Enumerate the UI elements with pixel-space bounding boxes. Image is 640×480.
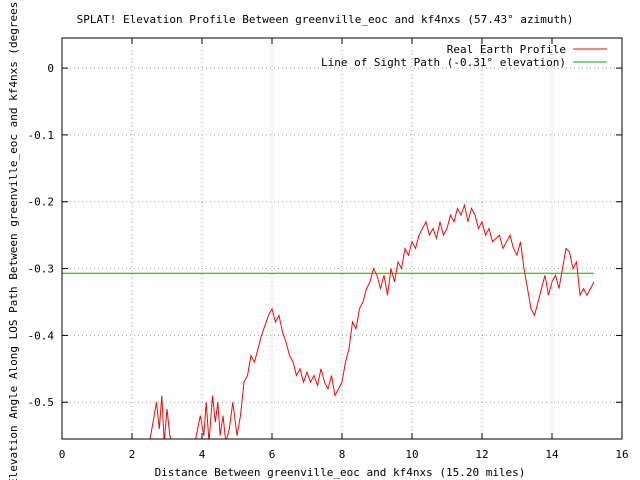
y-tick-label: -0.3 <box>28 263 55 276</box>
tick-labels: 0 2 4 6 8 10 12 14 16 0 -0.1 -0.2 -0.3 -0.4 -0.5 <box>28 62 629 461</box>
y-tick-label: -0.4 <box>28 329 55 342</box>
x-tick-label: 16 <box>615 448 628 461</box>
y-axis-label: Elevation Angle Along LOS Path Between g… <box>7 0 20 480</box>
x-tick-label: 12 <box>475 448 488 461</box>
x-axis-label: Distance Between greenville_eoc and kf4n… <box>155 466 526 479</box>
real-earth-profile-line <box>149 203 595 439</box>
x-tick-label: 6 <box>269 448 276 461</box>
grid-lines <box>62 38 622 439</box>
x-tick-label: 8 <box>339 448 346 461</box>
chart-title: SPLAT! Elevation Profile Between greenvi… <box>77 13 574 26</box>
legend-label: Real Earth Profile <box>447 43 566 56</box>
legend-label: Line of Sight Path (-0.31° elevation) <box>321 56 566 69</box>
x-tick-label: 4 <box>199 448 206 461</box>
y-tick-label: -0.5 <box>28 396 55 409</box>
axis-ticks <box>61 38 623 439</box>
y-tick-label: -0.1 <box>28 129 55 142</box>
x-tick-label: 0 <box>59 448 66 461</box>
x-tick-label: 2 <box>129 448 136 461</box>
y-tick-label: -0.2 <box>28 196 55 209</box>
x-tick-label: 14 <box>545 448 559 461</box>
x-tick-label: 10 <box>405 448 418 461</box>
plot-series <box>62 203 595 439</box>
y-tick-label: 0 <box>47 62 54 75</box>
